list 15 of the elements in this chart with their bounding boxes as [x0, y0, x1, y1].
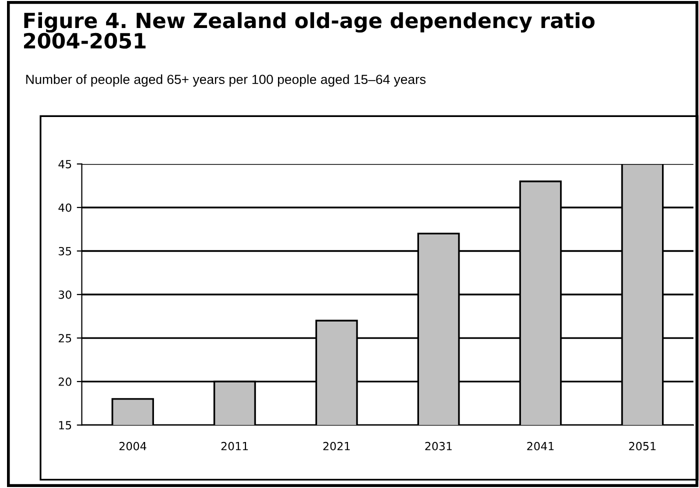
x-tick-label: 2011 — [221, 442, 248, 450]
y-tick-label: 20 — [58, 378, 72, 386]
x-tick-label: 2031 — [425, 442, 452, 450]
y-tick-label: 30 — [58, 290, 72, 299]
y-tick-label: 45 — [58, 160, 72, 168]
y-tick-label: 40 — [58, 203, 72, 212]
x-tick-label: 2021 — [323, 442, 350, 450]
y-tick-label: 35 — [58, 246, 72, 256]
y-tick-label: 25 — [58, 334, 72, 342]
chart-title: Figure 4. New Zealand old-age dependency ratio 2004-2051 — [24, 12, 595, 49]
x-tick-label: 2051 — [629, 442, 656, 450]
x-tick-label: 2004 — [119, 442, 146, 450]
y-tick-label: 15 — [59, 421, 72, 430]
x-tick-label: 2041 — [527, 442, 554, 450]
chart-subtitle: Number of people aged 65+ years per 100 people aged 15–64 years — [26, 74, 426, 87]
